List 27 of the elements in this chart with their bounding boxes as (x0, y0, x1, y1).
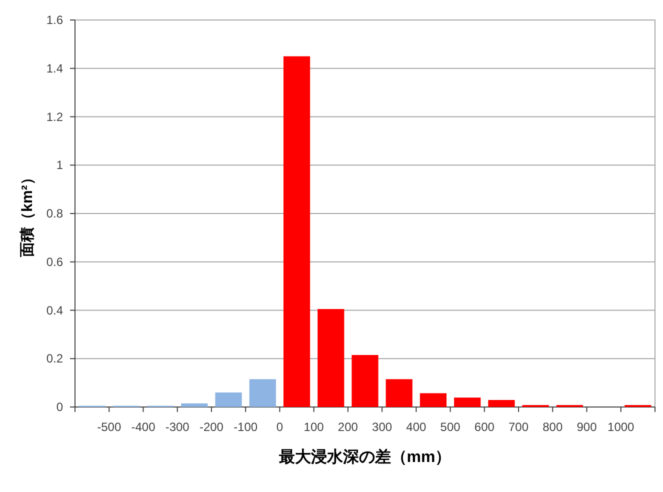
y-axis-title: 面積（km²） (19, 170, 36, 258)
x-tick-label: 600 (474, 420, 495, 434)
x-tick-label: 300 (372, 420, 392, 434)
y-tick-label: 1.2 (46, 110, 64, 124)
y-tick-label: 1.6 (46, 13, 64, 27)
x-tick-label: 0 (276, 420, 284, 434)
x-tick-label: 500 (440, 420, 461, 434)
x-axis-title: 最大浸水深の差（mm） (278, 448, 452, 466)
y-tick-label: 0 (56, 400, 64, 414)
x-tick-label: 200 (338, 420, 358, 434)
x-tick-label: -400 (131, 420, 156, 434)
x-tick-label: 1000 (608, 420, 635, 434)
x-tick-label: -500 (97, 420, 122, 434)
x-tick-label: -300 (165, 420, 190, 434)
x-tick-label: 700 (508, 420, 529, 434)
x-tick-label: 400 (406, 420, 427, 434)
x-tick-label: 800 (542, 420, 563, 434)
y-tick-label: 0.6 (46, 254, 64, 269)
y-tick-label: 0.2 (46, 352, 64, 366)
x-tick-label: -200 (199, 420, 224, 434)
y-tick-label: 0.8 (46, 206, 64, 220)
y-tick-label: 1.4 (46, 61, 64, 76)
x-tick-label: -100 (234, 420, 258, 434)
x-tick-label: 900 (576, 420, 598, 434)
x-tick-label: 100 (304, 420, 324, 434)
y-tick-label: 1 (56, 158, 64, 172)
y-tick-label: 0.4 (46, 303, 64, 318)
